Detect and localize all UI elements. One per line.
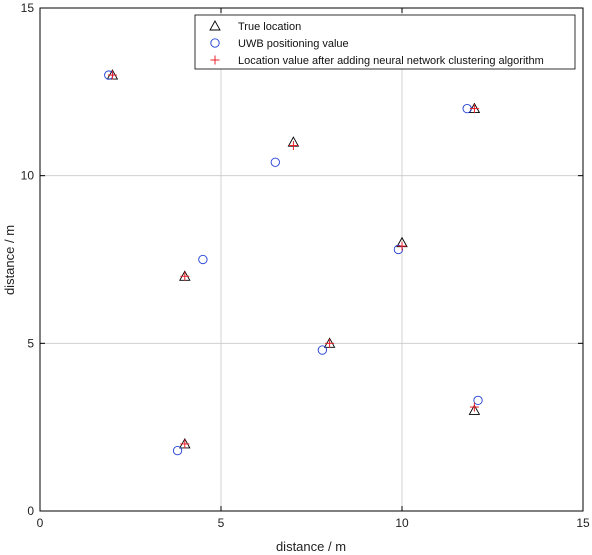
x-tick-label: 0 — [37, 516, 44, 530]
uwb-point — [198, 254, 208, 265]
x-tick-label: 5 — [218, 516, 225, 530]
legend-marker-circle — [210, 38, 220, 48]
legend: True location UWB positioning value Locati… — [194, 14, 576, 70]
x-axis-ticks: 0 5 10 15 — [37, 8, 590, 530]
legend-box — [194, 14, 576, 70]
legend-label: True location — [238, 21, 301, 33]
y-axis-label: distance / m — [2, 225, 17, 295]
x-axis-label: distance / m — [276, 539, 346, 554]
clustered-point — [180, 439, 190, 449]
uwb-point — [172, 445, 183, 456]
clustered-point — [397, 241, 407, 251]
clustered-point — [107, 70, 117, 80]
clustered-point — [469, 402, 479, 412]
uwb-point — [317, 345, 328, 355]
true-location-point — [468, 404, 481, 415]
y-tick-label: 0 — [27, 504, 34, 518]
plot-area — [40, 8, 583, 511]
grid-lines — [40, 8, 583, 511]
y-tick-label: 10 — [21, 169, 35, 183]
y-tick-label: 15 — [21, 1, 35, 15]
legend-marker-triangle — [209, 20, 221, 31]
legend-label: Location value after adding neural netwo… — [238, 55, 544, 67]
uwb-point — [270, 157, 280, 167]
x-tick-label: 10 — [395, 516, 409, 530]
x-tick-label: 15 — [576, 516, 590, 530]
legend-label: UWB positioning value — [238, 38, 349, 50]
clustered-point — [288, 140, 298, 150]
legend-marker-plus — [210, 55, 220, 65]
clustered-point — [325, 338, 335, 348]
uwb-point — [393, 244, 404, 255]
y-tick-label: 5 — [27, 336, 34, 350]
plot-frame — [39, 7, 584, 512]
y-axis-ticks: 0 5 10 15 — [21, 1, 583, 518]
series-plus — [107, 70, 479, 449]
clustered-point — [180, 271, 190, 281]
clustered-point — [469, 104, 479, 114]
uwb-point — [473, 395, 483, 405]
data-marks — [104, 69, 483, 456]
